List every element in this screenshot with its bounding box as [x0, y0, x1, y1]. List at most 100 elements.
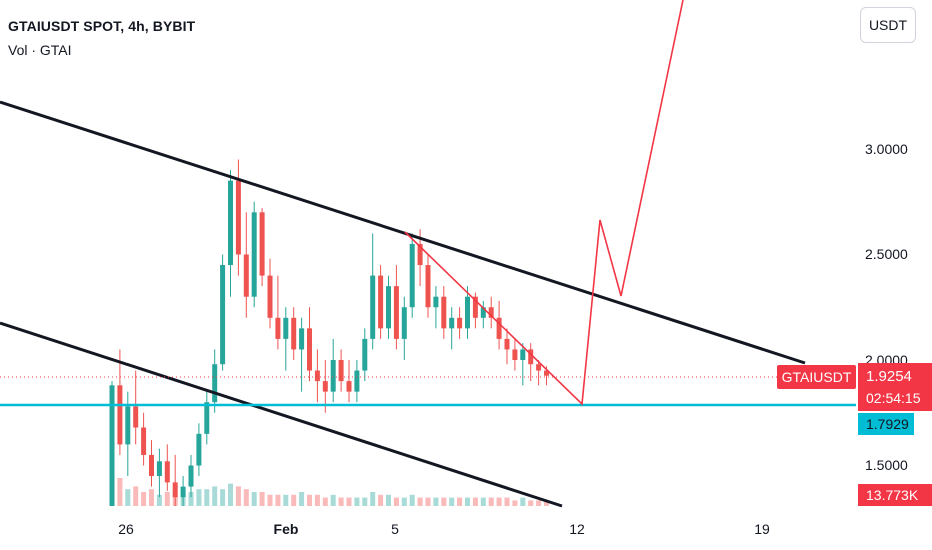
volume-bar [164, 492, 170, 506]
symbol-title: GTAIUSDT SPOT, 4h, BYBIT [8, 18, 196, 34]
candle-body [362, 338, 368, 371]
volume-bar [536, 500, 542, 506]
volume-bar [528, 500, 534, 506]
candle-body [133, 406, 139, 428]
time-axis-label: 26 [118, 521, 134, 537]
candle-body [417, 243, 423, 266]
candle-body [109, 385, 115, 506]
volume-bar [156, 494, 162, 506]
candle-body [512, 349, 518, 360]
volume-bar [322, 497, 328, 506]
volume-bar [425, 497, 431, 506]
candle-body [536, 364, 542, 371]
volume-bar [259, 492, 265, 506]
volume-bar [117, 478, 123, 506]
volume-bar [291, 494, 297, 506]
candle-body [322, 381, 328, 392]
volume-bar [441, 497, 447, 506]
candle-body [299, 328, 305, 350]
volume-bar [141, 492, 147, 506]
candle-body [472, 296, 478, 318]
volume-value-tag: 13.773K [858, 484, 932, 506]
candle-body [267, 275, 273, 318]
candle-body [141, 427, 147, 455]
candle-body [544, 370, 549, 376]
candle-body [235, 180, 241, 255]
volume-bar [386, 494, 391, 506]
time-axis-label: 5 [391, 521, 399, 537]
volume-bar [449, 497, 455, 506]
volume-bar [520, 497, 526, 506]
volume-bar [243, 489, 249, 506]
volume-bar [228, 483, 233, 506]
candle-body [480, 307, 486, 318]
volume-bar [314, 494, 320, 506]
candle-body [125, 406, 131, 445]
volume-bar [488, 497, 494, 506]
price-axis-label: 2.5000 [865, 246, 908, 262]
candle-body [409, 243, 415, 308]
horizontal-line-price-tag: 1.7929 [858, 413, 914, 435]
candle-body [457, 317, 463, 329]
candle-body [228, 180, 233, 266]
volume-bar [251, 492, 257, 506]
volume-bar [125, 489, 131, 506]
candle-body [204, 402, 210, 434]
symbol-price-tag: GTAIUSDT [777, 365, 856, 389]
candle-body [496, 317, 502, 339]
volume-bar [307, 494, 312, 506]
volume-bar [512, 500, 518, 506]
volume-bar [354, 497, 360, 506]
candle-body [283, 317, 289, 339]
volume-bar [393, 497, 399, 506]
volume-bar [496, 497, 502, 506]
volume-bar [472, 497, 478, 506]
volume-bar [235, 486, 241, 506]
candle-body [338, 360, 344, 382]
volume-bar [409, 494, 415, 506]
volume-bar [149, 489, 154, 506]
bar-countdown: 02:54:15 [866, 390, 921, 406]
candle-body [156, 461, 162, 477]
candle-body [149, 454, 154, 477]
candle-body [441, 296, 447, 329]
volume-bar [417, 497, 423, 506]
candle-body [314, 370, 320, 382]
volume-bar [188, 492, 194, 506]
last-price-tag: 1.9254 02:54:15 [858, 363, 932, 411]
volume-bar [457, 497, 463, 506]
candle-body [370, 275, 376, 339]
volume-bar [330, 494, 336, 506]
volume-bar [401, 497, 407, 506]
volume-bar [465, 497, 470, 506]
candle-body [307, 328, 312, 371]
candle-body [180, 486, 186, 498]
volume-bar [196, 489, 202, 506]
volume-bar [212, 486, 218, 506]
upper-trendline[interactable] [0, 100, 806, 365]
time-axis-label: Feb [273, 521, 299, 537]
volume-bar [362, 497, 368, 506]
candle-body [188, 465, 194, 487]
lower-trendline[interactable] [0, 321, 563, 508]
candle-body [528, 349, 534, 365]
candle-body [520, 349, 526, 360]
candle-body [330, 360, 336, 392]
currency-button[interactable]: USDT [860, 7, 916, 43]
candle-body [504, 338, 510, 350]
volume-bar [204, 489, 210, 506]
volume-bar [299, 492, 305, 506]
candle-body [220, 265, 226, 365]
candle-body [196, 433, 202, 466]
volume-bar [370, 492, 376, 506]
candle-body [488, 307, 494, 318]
price-axis-label: 1.5000 [865, 457, 908, 473]
price-axis-label: 3.0000 [865, 141, 908, 157]
last-price-value: 1.9254 [866, 368, 912, 385]
candle-body [449, 317, 455, 329]
time-axis-label: 19 [754, 521, 770, 537]
candle-body [378, 275, 384, 329]
projection-path[interactable] [404, 0, 684, 406]
drawings[interactable] [0, 0, 856, 508]
